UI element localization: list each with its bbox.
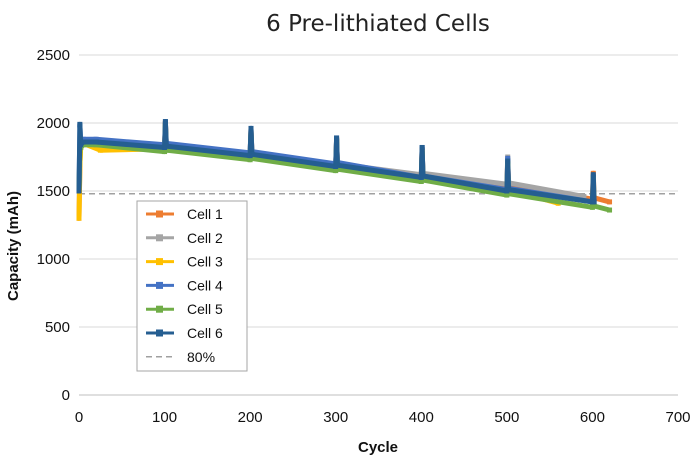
cell-3-point bbox=[76, 215, 82, 221]
x-tick-label: 700 bbox=[665, 409, 690, 426]
y-tick-label: 1500 bbox=[37, 183, 70, 200]
cell-6-point bbox=[80, 139, 86, 145]
legend-label: Cell 4 bbox=[187, 277, 223, 293]
legend-marker-cell-1 bbox=[156, 210, 163, 218]
legend-marker-cell-6 bbox=[156, 329, 163, 337]
cell-6-point bbox=[76, 188, 82, 194]
y-tick-label: 0 bbox=[62, 387, 70, 404]
cell-6-point bbox=[419, 144, 425, 150]
cell-6-point bbox=[334, 135, 340, 141]
legend-marker-cell-2 bbox=[156, 234, 163, 242]
series-group bbox=[76, 119, 678, 221]
legend-label: Cell 3 bbox=[187, 254, 223, 270]
legend-marker-cell-3 bbox=[156, 258, 163, 266]
cell-5-point bbox=[591, 203, 597, 209]
y-tick-label: 500 bbox=[45, 319, 70, 336]
cell-1-point bbox=[607, 199, 613, 205]
chart-title: 6 Pre-lithiated Cells bbox=[266, 11, 490, 37]
legend-label: Cell 6 bbox=[187, 325, 223, 341]
legend-marker-cell-5 bbox=[156, 305, 163, 313]
cell-2-point bbox=[581, 193, 587, 199]
cell-6-point bbox=[163, 143, 169, 149]
cell-4-point bbox=[505, 155, 511, 161]
axes: 0 500 1000 1500 2000 2500 0 100 200 300 400 500 600 7… bbox=[37, 47, 691, 426]
legend-label: Cell 2 bbox=[187, 230, 223, 246]
cell-3-point bbox=[97, 147, 103, 153]
cell-6-point bbox=[162, 119, 168, 125]
legend-label: Cell 5 bbox=[187, 301, 223, 317]
cell-6-point bbox=[505, 158, 511, 164]
x-tick-label: 400 bbox=[409, 409, 434, 426]
cell-6-point bbox=[249, 151, 255, 157]
legend-label: Cell 1 bbox=[187, 206, 223, 222]
cell-6-point bbox=[78, 142, 84, 148]
cell-6-point bbox=[77, 121, 83, 127]
y-tick-label: 2500 bbox=[37, 47, 70, 64]
x-tick-label: 100 bbox=[152, 409, 177, 426]
cell-6-point bbox=[420, 173, 426, 179]
cell-5-point bbox=[607, 207, 613, 213]
legend-label: 80% bbox=[187, 349, 215, 365]
cell-6-point bbox=[591, 199, 597, 205]
cell-6-point bbox=[334, 162, 340, 168]
cell-6-point bbox=[93, 139, 99, 145]
cell-4-point bbox=[80, 136, 86, 142]
legend-marker-cell-4 bbox=[156, 281, 163, 289]
y-axis-title: Capacity (mAh) bbox=[5, 191, 22, 301]
legend: Cell 1 Cell 2 Cell 3 Cell 4 Cell 5 Cell 6 80% bbox=[136, 200, 248, 372]
x-tick-label: 200 bbox=[238, 409, 263, 426]
cell-5-point bbox=[506, 191, 512, 197]
cell-5-point bbox=[93, 142, 99, 148]
cell-6-point bbox=[248, 125, 254, 131]
cell-4-point bbox=[93, 136, 99, 142]
y-tick-label: 2000 bbox=[37, 115, 70, 132]
cell-6-line bbox=[76, 119, 597, 205]
cell-5-point bbox=[163, 147, 169, 153]
x-tick-label: 0 bbox=[75, 409, 83, 426]
x-axis-title: Cycle bbox=[358, 439, 398, 456]
x-tick-label: 300 bbox=[323, 409, 348, 426]
cell-6-point bbox=[590, 172, 596, 178]
cell-5-point bbox=[334, 166, 340, 172]
x-tick-label: 500 bbox=[494, 409, 519, 426]
cell-6-point bbox=[506, 187, 512, 193]
x-tick-label: 600 bbox=[580, 409, 605, 426]
cell-5-point bbox=[249, 155, 255, 161]
y-tick-label: 1000 bbox=[37, 251, 70, 268]
cell-5-point bbox=[420, 177, 426, 183]
